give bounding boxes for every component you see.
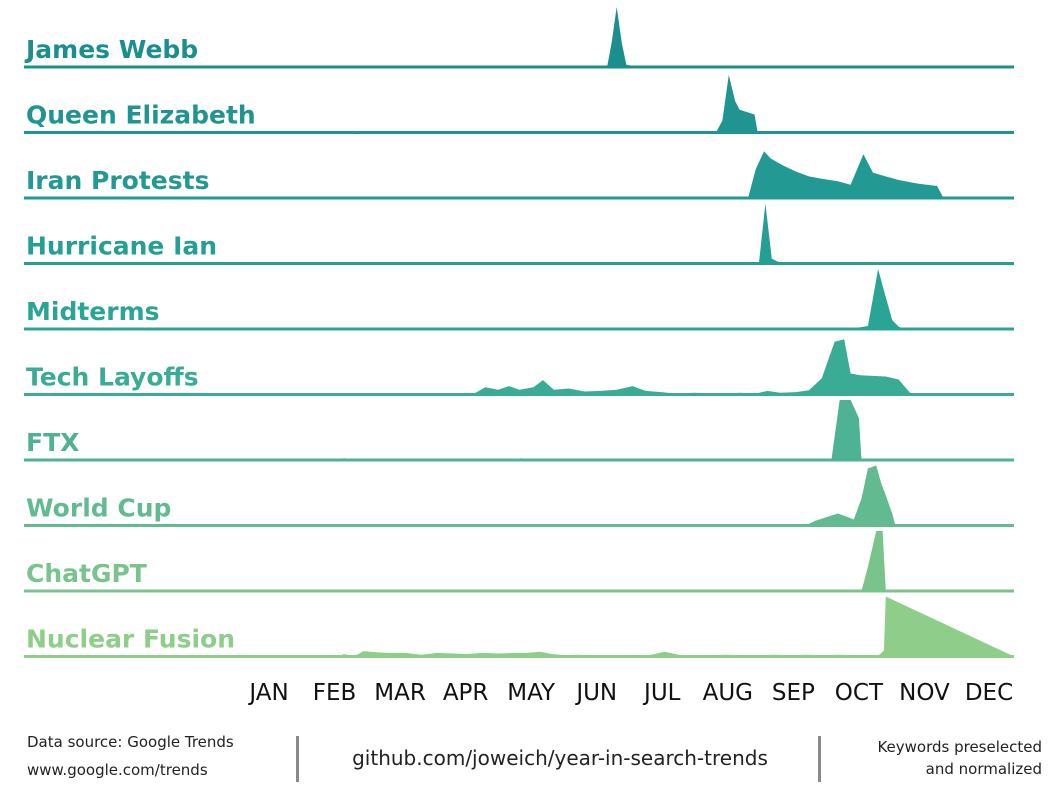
series-label-james-webb: James Webb bbox=[24, 35, 198, 64]
footer-divider-left bbox=[296, 736, 299, 782]
method-note-line2: and normalized bbox=[925, 760, 1042, 778]
footer-divider-right bbox=[818, 736, 821, 782]
data-source-note: Data source: Google Trends www.google.co… bbox=[27, 728, 297, 788]
data-source-label: Data source: Google Trends bbox=[27, 733, 234, 751]
series-labels-layer: James Webb Queen Elizabeth Iran Protests Hu… bbox=[22, 33, 259, 657]
month-label-jul: JUL bbox=[642, 680, 681, 706]
ridge-area-midterms bbox=[22, 267, 1016, 331]
month-label-jan: JAN bbox=[247, 680, 288, 706]
series-label-chatgpt: ChatGPT bbox=[26, 559, 147, 588]
ridge-area-ftx bbox=[22, 398, 1016, 462]
series-label-world-cup: World Cup bbox=[26, 494, 171, 523]
month-label-nov: NOV bbox=[899, 680, 950, 706]
method-note-line1: Keywords preselected bbox=[877, 738, 1042, 756]
month-label-jun: JUN bbox=[574, 680, 617, 706]
month-label-apr: APR bbox=[443, 680, 489, 706]
month-label-feb: FEB bbox=[313, 680, 357, 706]
series-label-nuclear-fusion: Nuclear Fusion bbox=[26, 625, 235, 654]
ridge-area-chatgpt bbox=[22, 529, 1016, 593]
repo-link: github.com/joweich/year-in-search-trends bbox=[352, 746, 768, 770]
month-label-may: MAY bbox=[507, 680, 556, 706]
month-label-oct: OCT bbox=[835, 680, 884, 706]
month-label-dec: DEC bbox=[965, 680, 1013, 706]
series-label-iran-protests: Iran Protests bbox=[26, 166, 209, 195]
series-label-ftx: FTX bbox=[26, 428, 79, 457]
data-source-url: www.google.com/trends bbox=[27, 761, 208, 779]
method-note: Keywords preselected and normalized bbox=[820, 728, 1042, 796]
series-label-tech-layoffs: Tech Layoffs bbox=[26, 363, 199, 392]
ridges-layer bbox=[22, 5, 1016, 659]
month-label-sep: SEP bbox=[772, 680, 815, 706]
month-label-mar: MAR bbox=[374, 680, 426, 706]
series-label-midterms: Midterms bbox=[26, 297, 160, 326]
month-axis: JAN FEB MAR APR MAY JUN JUL AUG SEP OCT NOV DEC bbox=[247, 680, 1013, 706]
series-label-hurricane-ian: Hurricane Ian bbox=[26, 232, 217, 261]
month-label-aug: AUG bbox=[703, 680, 753, 706]
ridge-area-world-cup bbox=[22, 463, 1016, 528]
ridge-area-iran-protests bbox=[22, 149, 1016, 200]
series-label-queen-elizabeth: Queen Elizabeth bbox=[26, 101, 256, 130]
